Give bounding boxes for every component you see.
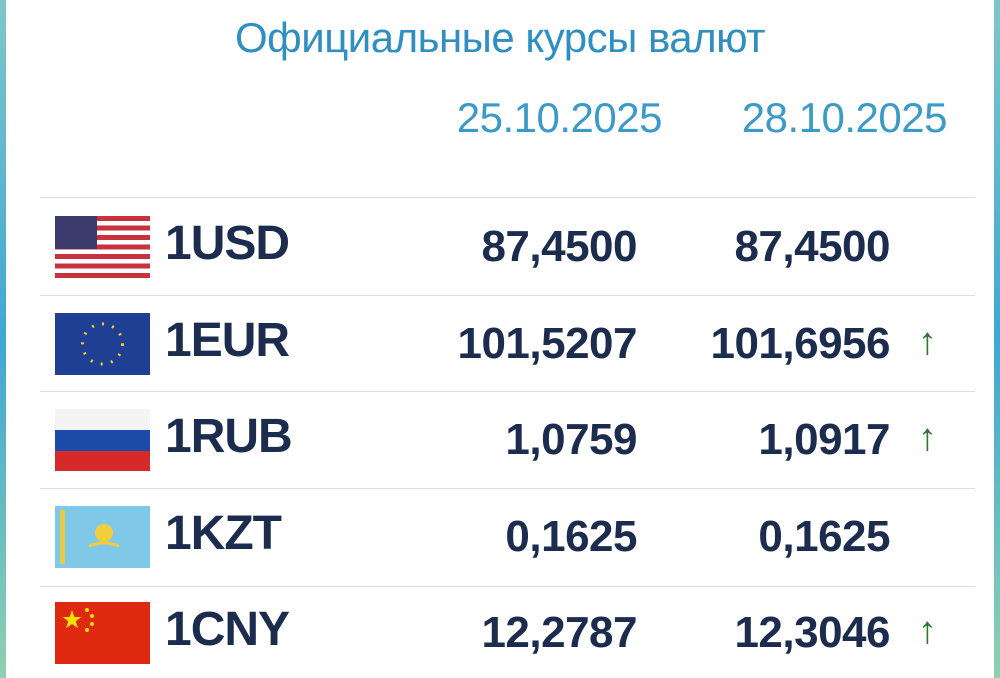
currency: 1KZT <box>165 507 282 560</box>
date: 25.10.2025 <box>456 94 663 141</box>
flag-china <box>55 602 150 664</box>
row: 1EUR 101,5207 101,6956 ↑ <box>0 295 1000 391</box>
flag-russia <box>55 409 150 471</box>
separator <box>40 391 975 392</box>
flag-eu <box>55 313 150 375</box>
trend-arrow: ↑ <box>918 610 937 652</box>
rate: 0,1625 <box>505 512 637 561</box>
separator <box>40 488 975 489</box>
trend-arrow: ↑ <box>918 321 937 363</box>
rate: 12,2787 <box>481 608 637 657</box>
flag-kazakhstan <box>55 506 150 568</box>
currency: 1USD <box>165 217 290 270</box>
rate: 87,4500 <box>481 222 637 271</box>
currency: 1CNY <box>165 603 290 656</box>
currency: 1RUB <box>165 410 293 463</box>
separator <box>40 197 975 198</box>
rate: 1,0917 <box>758 415 890 464</box>
trend-arrow: ↑ <box>918 417 937 459</box>
rate: 1,0759 <box>505 415 637 464</box>
currency: 1EUR <box>165 314 290 367</box>
title: Официальные курсы валют <box>235 14 765 61</box>
row: 1RUB 1,0759 1,0917 ↑ <box>0 391 1000 487</box>
row: 1CNY 12,2787 12,3046 ↑ <box>0 584 1000 678</box>
row: 1USD 87,4500 87,4500 <box>0 198 1000 294</box>
separator <box>40 295 975 296</box>
border <box>994 0 1000 678</box>
rate: 12,3046 <box>734 608 890 657</box>
rate: 0,1625 <box>758 512 890 561</box>
date: 28.10.2025 <box>741 94 948 141</box>
row: 1KZT 0,1625 0,1625 <box>0 488 1000 584</box>
rate: 101,5207 <box>457 319 637 368</box>
border <box>0 0 6 678</box>
rate: 101,6956 <box>710 319 890 368</box>
rate: 87,4500 <box>734 222 890 271</box>
separator <box>40 586 975 587</box>
flag-usa <box>55 216 150 278</box>
